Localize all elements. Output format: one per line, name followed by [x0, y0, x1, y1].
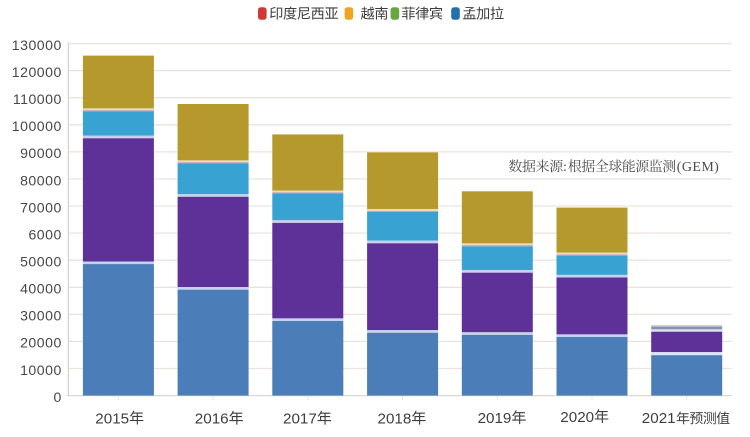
svg-text:120000: 120000 — [12, 64, 62, 80]
svg-text:2018: 2018 — [378, 410, 412, 427]
svg-text:100000: 100000 — [12, 118, 62, 134]
svg-text:2019: 2019 — [478, 410, 512, 427]
svg-text:20000: 20000 — [20, 335, 62, 351]
svg-text:70000: 70000 — [20, 199, 62, 215]
svg-text:50000: 50000 — [20, 254, 62, 270]
svg-text:(GEM): (GEM) — [677, 160, 719, 175]
svg-text:30000: 30000 — [20, 308, 62, 324]
svg-text::: : — [563, 160, 567, 175]
svg-text:130000: 130000 — [12, 37, 62, 53]
svg-text:110000: 110000 — [13, 91, 62, 107]
svg-text:90000: 90000 — [20, 145, 62, 161]
svg-text:6000: 6000 — [28, 226, 61, 242]
svg-text:80000: 80000 — [20, 172, 62, 188]
svg-text:2021: 2021 — [642, 410, 676, 427]
svg-text:2017: 2017 — [283, 410, 317, 427]
svg-text:2016: 2016 — [195, 410, 229, 427]
svg-text:2020: 2020 — [560, 409, 594, 426]
svg-text:40000: 40000 — [20, 281, 62, 297]
svg-text:0: 0 — [53, 389, 61, 405]
svg-text:2015: 2015 — [95, 410, 129, 427]
svg-text:10000: 10000 — [20, 362, 62, 378]
